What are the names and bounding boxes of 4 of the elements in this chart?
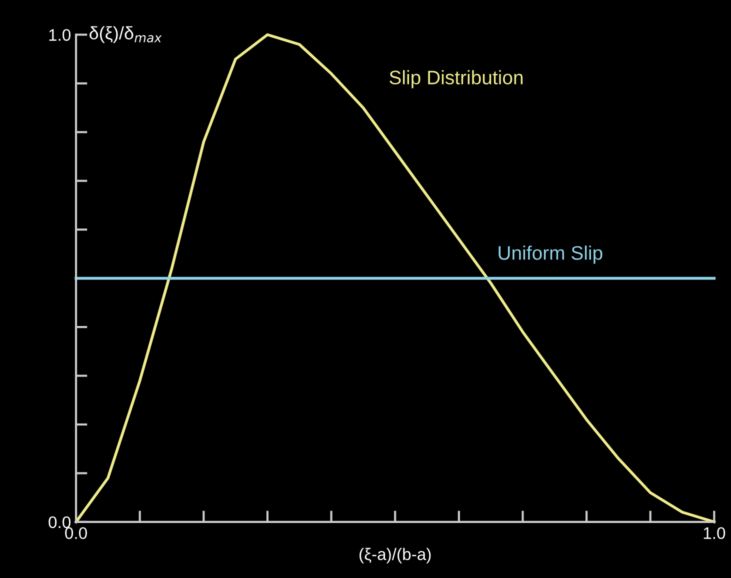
series-label: Uniform Slip <box>498 246 602 264</box>
series-label: Slip Distribution <box>390 70 523 88</box>
y-axis-title: δ(ξ)/δ$_{max}$ <box>90 26 162 44</box>
x-axis-title: (ξ-a)/(b-a) <box>360 548 431 564</box>
